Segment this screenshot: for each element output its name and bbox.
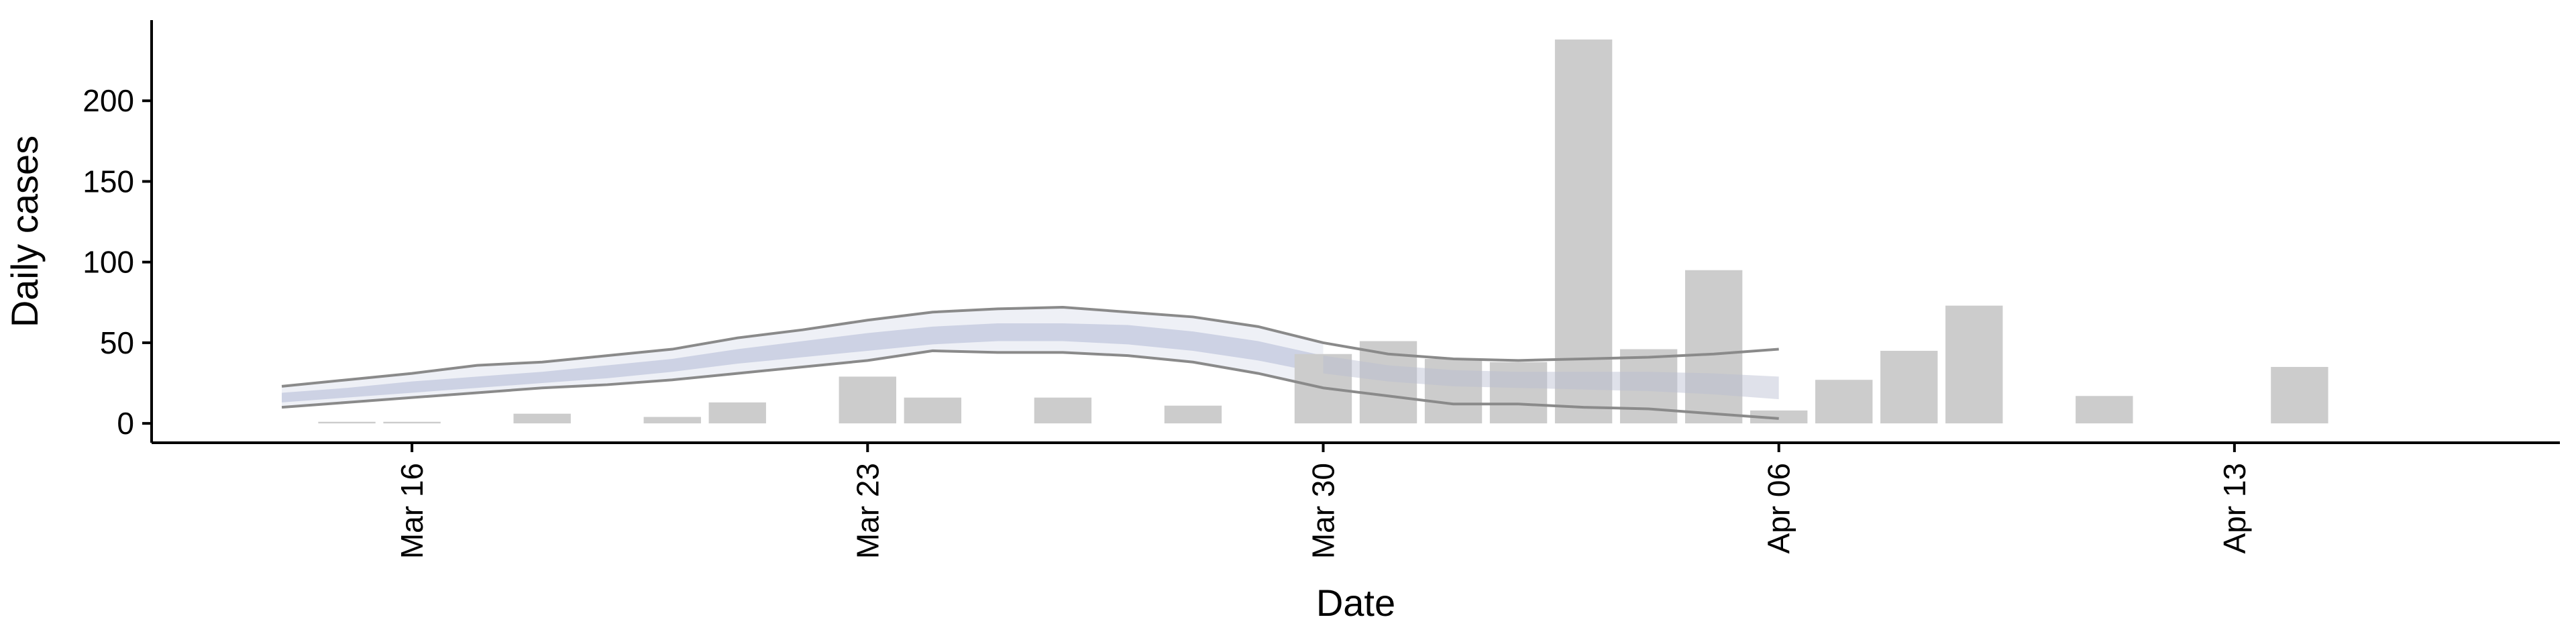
bar: [1489, 362, 1548, 424]
x-ticks: Mar 16 Mar 23 Mar 30 Apr 06 Apr 13: [394, 443, 2252, 559]
bar: [1945, 305, 2003, 424]
ribbon-layer: [282, 307, 1324, 408]
projected-inner-band: [1323, 356, 1779, 400]
inner-band: [282, 323, 1324, 402]
bar: [2271, 366, 2328, 424]
bar: [1424, 358, 1483, 424]
upper-bound-line: [281, 306, 1779, 388]
bar: [904, 397, 962, 424]
bar: [1554, 39, 1613, 424]
bar: [643, 417, 701, 424]
bar: [1815, 380, 1873, 424]
bar-layer: [318, 39, 2328, 424]
bar: [1750, 410, 1808, 424]
bar: [1684, 270, 1743, 424]
bar: [383, 421, 441, 424]
x-tick-label: Mar 30: [1305, 463, 1340, 559]
x-tick-label: Mar 23: [850, 463, 885, 559]
y-tick-label: 0: [117, 406, 134, 441]
y-tick-label: 50: [100, 325, 134, 360]
bar: [708, 402, 766, 424]
y-tick-label: 100: [83, 245, 134, 280]
lower-bound-line: [281, 349, 1779, 420]
bar: [513, 413, 571, 424]
y-axis-title: Daily cases: [3, 136, 46, 327]
x-tick-label: Mar 16: [394, 463, 429, 559]
line-layer: [281, 306, 1779, 420]
bar: [2076, 396, 2133, 424]
bar: [318, 421, 376, 424]
bar: [1164, 405, 1222, 424]
bar: [1880, 350, 1938, 424]
x-tick-label: Apr 13: [2217, 463, 2252, 554]
x-tick-label: Apr 06: [1762, 463, 1796, 554]
x-axis-title: Date: [1316, 582, 1395, 624]
y-tick-label: 150: [83, 164, 134, 199]
y-ticks: 0 50 100 150 200: [83, 83, 152, 441]
y-tick-label: 200: [83, 83, 134, 118]
axes-layer: [150, 20, 2560, 444]
bar: [839, 376, 896, 424]
bar: [1034, 397, 1092, 424]
